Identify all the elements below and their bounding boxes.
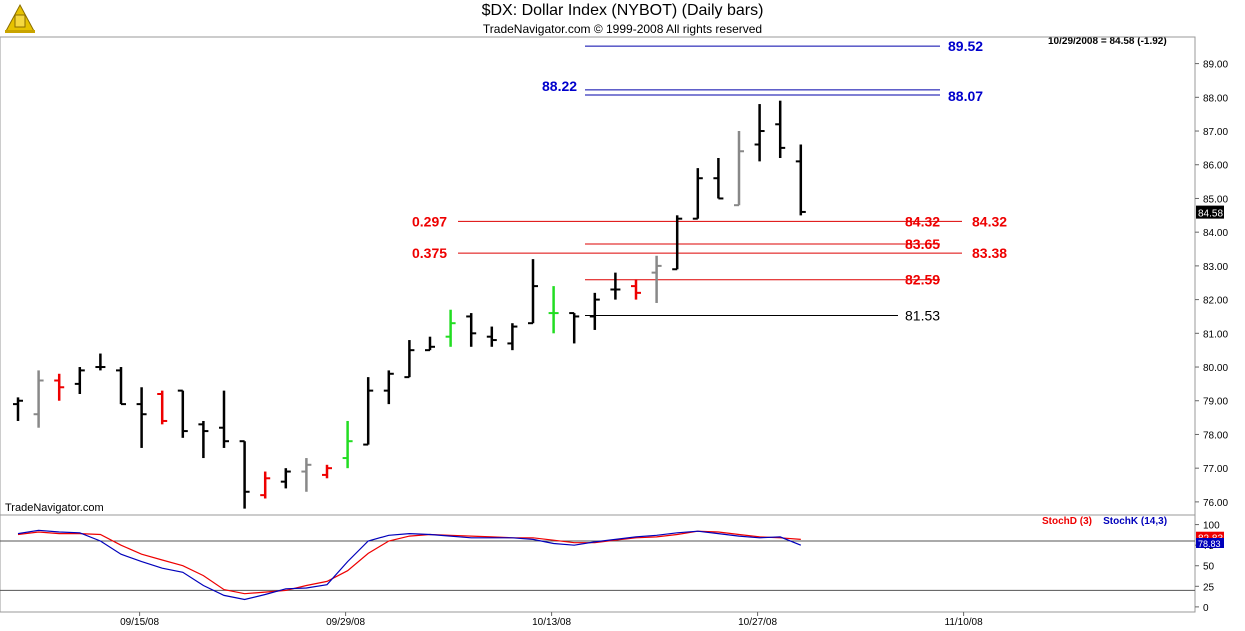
price-tick-label: 86.00	[1203, 161, 1228, 172]
ohlc-bar	[219, 390, 229, 448]
ohlc-bar	[631, 279, 641, 300]
ohlc-bar	[74, 367, 85, 394]
price-tick-label: 78.00	[1203, 430, 1228, 441]
price-tick-label: 81.00	[1203, 329, 1228, 340]
ohlc-bar	[404, 340, 415, 379]
ohlc-bar	[445, 309, 456, 347]
ohlc-bar	[177, 389, 188, 438]
ohlc-bar	[713, 158, 724, 200]
price-tick-label: 80.00	[1203, 363, 1228, 374]
price-tick-label: 89.00	[1203, 60, 1228, 71]
stoch-tick-label: 0	[1203, 603, 1209, 614]
level-label: 88.22	[542, 78, 577, 94]
ohlc-bar	[754, 104, 765, 162]
ohlc-bar	[342, 420, 353, 469]
stoch-panel	[0, 514, 1196, 613]
chart-title: $DX: Dollar Index (NYBOT) (Daily bars)	[481, 2, 764, 19]
stoch-d-legend: StochD (3)	[1042, 516, 1092, 527]
ohlc-bar	[548, 286, 559, 334]
price-tick-label: 87.00	[1203, 127, 1228, 138]
ohlc-bar	[795, 144, 806, 216]
price-tick-label: 77.00	[1203, 464, 1228, 475]
ohlc-bar	[239, 440, 250, 509]
stoch-legend: StochD (3) StochK (14,3)	[1042, 516, 1167, 527]
ohlc-bar	[589, 292, 600, 330]
ohlc-bar	[734, 131, 744, 207]
ohlc-bar	[116, 367, 126, 406]
stoch-k-legend: StochK (14,3)	[1103, 516, 1168, 527]
ohlc-bar	[322, 464, 332, 479]
level-label: 84.32	[905, 213, 940, 229]
price-tick-label: 76.00	[1203, 498, 1228, 509]
x-tick-label: 10/13/08	[532, 617, 571, 628]
ohlc-bar	[136, 387, 147, 448]
copyright-subtitle: TradeNavigator.com © 1999-2008 All right…	[482, 22, 763, 36]
ohlc-bar	[280, 468, 291, 489]
price-tick-label: 79.00	[1203, 397, 1228, 408]
price-tick-label: 84.00	[1203, 228, 1228, 239]
ohlc-bar	[363, 377, 374, 446]
x-tick-label: 10/27/08	[738, 617, 777, 628]
level-label: 81.53	[905, 307, 940, 323]
price-panel	[0, 36, 1196, 516]
ohlc-bar	[569, 312, 580, 344]
stoch-k-line	[17, 529, 802, 601]
ohlc-bar	[651, 255, 662, 303]
last-value-box	[1196, 205, 1224, 219]
last-value-label: 84.58	[1198, 209, 1223, 220]
x-tick-label: 09/29/08	[326, 617, 365, 628]
watermark: TradeNavigator.com	[5, 502, 104, 514]
ohlc-bar	[260, 471, 271, 499]
price-tick-label: 82.00	[1203, 296, 1228, 307]
ohlc-bar	[54, 373, 65, 401]
stoch-k-value: 78.83	[1198, 539, 1221, 549]
price-tick-label: 85.00	[1203, 194, 1228, 205]
ohlc-bar	[157, 390, 168, 425]
price-tick-label: 83.00	[1203, 262, 1228, 273]
stoch-tick-label: 100	[1203, 521, 1220, 532]
fib-ratio-label: 0.375	[412, 245, 447, 261]
ohlc-bar	[692, 168, 703, 220]
ohlc-bar	[507, 323, 518, 351]
level-label: 89.52	[948, 38, 983, 54]
ohlc-bar	[672, 215, 683, 271]
level-label: 82.59	[905, 272, 940, 288]
stoch-k-value-box	[1196, 538, 1224, 549]
level-label-right: 84.32	[972, 213, 1007, 229]
stoch-tick-label: 25	[1203, 582, 1215, 593]
ohlc-bar	[198, 420, 209, 459]
stoch-tick-label: 50	[1203, 562, 1215, 573]
ohlc-bar	[383, 370, 394, 405]
ohlc-bar	[33, 370, 44, 428]
x-tick-label: 11/10/08	[945, 617, 984, 628]
level-label: 88.07	[948, 88, 983, 104]
trade-navigator-logo-icon	[5, 3, 35, 33]
last-price-info: 10/29/2008 = 84.58 (-1.92)	[1048, 36, 1167, 47]
level-label: 83.65	[905, 236, 940, 252]
fib-ratio-label: 0.297	[412, 213, 447, 229]
ohlc-bar	[13, 397, 23, 421]
x-tick-label: 09/15/08	[120, 617, 159, 628]
price-tick-label: 88.00	[1203, 93, 1228, 104]
level-label: 83.38	[972, 245, 1007, 261]
ohlc-bar	[486, 326, 497, 347]
ohlc-bar	[301, 458, 312, 492]
ohlc-bar	[466, 313, 477, 347]
ohlc-bar	[528, 259, 538, 325]
stoch-d-line	[17, 530, 801, 595]
ohlc-bar	[610, 272, 621, 300]
ohlc-bar	[775, 100, 786, 158]
ohlc-bar	[95, 353, 106, 371]
ohlc-bar	[425, 336, 435, 352]
